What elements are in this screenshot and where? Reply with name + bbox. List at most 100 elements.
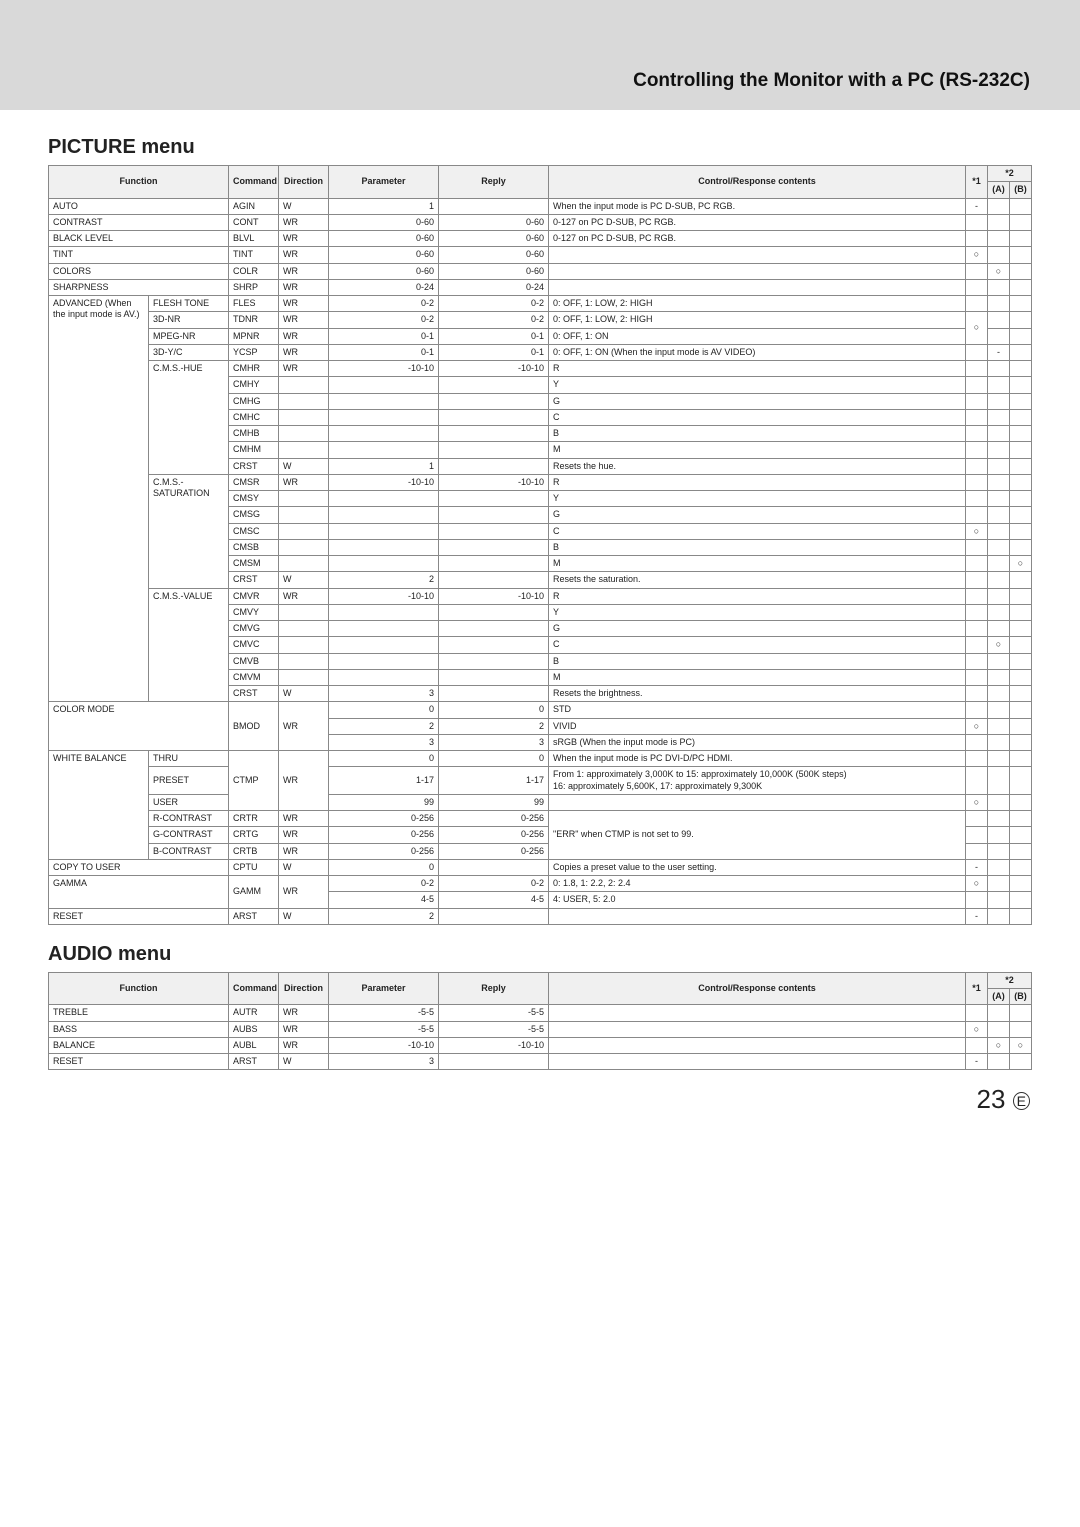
cell [965, 811, 987, 827]
cell [439, 686, 549, 702]
cell: 0-60 [329, 214, 439, 230]
cell [987, 507, 1009, 523]
cell: CMSY [229, 491, 279, 507]
cell: 3D-NR [149, 312, 229, 328]
cell [439, 669, 549, 685]
cell [965, 442, 987, 458]
cell: Copies a preset value to the user settin… [549, 859, 966, 875]
cell: COPY TO USER [49, 859, 229, 875]
cell: MPEG-NR [149, 328, 229, 344]
page-number: 23 E [48, 1084, 1032, 1115]
cell: STD [549, 702, 966, 718]
cell [329, 637, 439, 653]
cell: 0-1 [329, 344, 439, 360]
ath-parameter: Parameter [329, 972, 439, 1005]
cell: AGIN [229, 198, 279, 214]
cell: WR [279, 361, 329, 377]
cell: YCSP [229, 344, 279, 360]
cell: 0-24 [439, 279, 549, 295]
cell: C.M.S.-HUE [149, 361, 229, 475]
header-band: Controlling the Monitor with a PC (RS-23… [0, 0, 1080, 110]
cell [549, 1021, 966, 1037]
cell: When the input mode is PC DVI-D/PC HDMI. [549, 751, 966, 767]
cell [987, 908, 1009, 924]
cell: 0 [329, 751, 439, 767]
cell: CMVG [229, 621, 279, 637]
cell [439, 859, 549, 875]
cell [1009, 442, 1031, 458]
cell [965, 827, 987, 843]
cell: 0-256 [439, 811, 549, 827]
cell: 1 [329, 198, 439, 214]
table-row: COLORSCOLRWR0-600-60○ [49, 263, 1032, 279]
cell [1009, 393, 1031, 409]
cell: CMSC [229, 523, 279, 539]
cell: - [965, 859, 987, 875]
table-row: USER9999○ [49, 794, 1032, 810]
cell: COLOR MODE [49, 702, 229, 751]
cell [329, 393, 439, 409]
cell: C [549, 637, 966, 653]
cell: WR [279, 751, 329, 811]
cell [1009, 312, 1031, 328]
cell: When the input mode is PC D-SUB, PC RGB. [549, 198, 966, 214]
cell [1009, 214, 1031, 230]
cell [439, 393, 549, 409]
cell: ○ [965, 794, 987, 810]
cell [987, 1021, 1009, 1037]
cell [329, 653, 439, 669]
cell [965, 734, 987, 750]
cell [987, 458, 1009, 474]
th-s1: *1 [965, 166, 987, 199]
cell [1009, 811, 1031, 827]
ath-function: Function [49, 972, 229, 1005]
cell: TREBLE [49, 1005, 229, 1021]
cell: -5-5 [329, 1021, 439, 1037]
cell [987, 621, 1009, 637]
cell [329, 507, 439, 523]
cell [965, 491, 987, 507]
cell [279, 507, 329, 523]
cell: WR [279, 588, 329, 604]
cell [329, 539, 439, 555]
cell: BALANCE [49, 1037, 229, 1053]
cell [965, 892, 987, 908]
cell [549, 794, 966, 810]
cell: SHRP [229, 279, 279, 295]
cell: 0-60 [329, 247, 439, 263]
cell [987, 328, 1009, 344]
cell [1009, 686, 1031, 702]
ath-command: Command [229, 972, 279, 1005]
cell: CMVB [229, 653, 279, 669]
cell [1009, 751, 1031, 767]
cell: GAMM [229, 876, 279, 909]
cell: WR [279, 231, 329, 247]
cell [987, 474, 1009, 490]
th-command: Command [229, 166, 279, 199]
cell: COLORS [49, 263, 229, 279]
cell [1009, 1021, 1031, 1037]
table-row: COPY TO USERCPTUW0Copies a preset value … [49, 859, 1032, 875]
cell: Y [549, 491, 966, 507]
picture-table: Function Command Direction Parameter Rep… [48, 165, 1032, 925]
cell: M [549, 556, 966, 572]
cell: RESET [49, 1054, 229, 1070]
cell [1009, 361, 1031, 377]
cell [1009, 1054, 1031, 1070]
cell [549, 247, 966, 263]
cell [439, 491, 549, 507]
cell [965, 377, 987, 393]
cell: 0 [439, 751, 549, 767]
cell [439, 1054, 549, 1070]
table-row: ADVANCED (When the input mode is AV.)FLE… [49, 296, 1032, 312]
cell [987, 811, 1009, 827]
cell [1009, 474, 1031, 490]
cell [965, 604, 987, 620]
cell: 0-1 [439, 328, 549, 344]
cell: PRESET [149, 767, 229, 795]
cell [279, 393, 329, 409]
cell: BASS [49, 1021, 229, 1037]
cell [965, 231, 987, 247]
cell [439, 426, 549, 442]
page-header-title: Controlling the Monitor with a PC (RS-23… [633, 70, 1030, 92]
